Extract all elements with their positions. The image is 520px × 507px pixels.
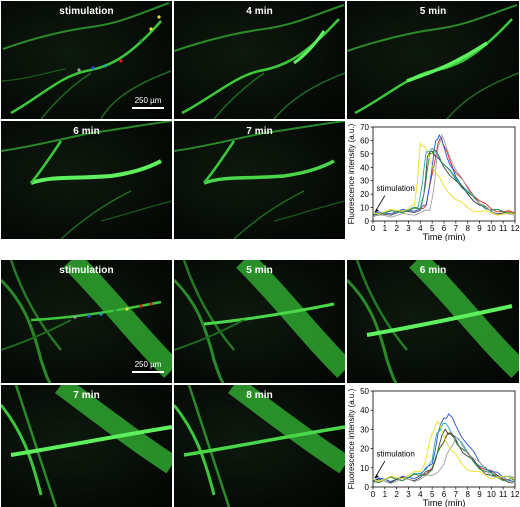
x-tick-label: 5 bbox=[430, 490, 435, 499]
stimulation-arrowhead bbox=[374, 474, 379, 479]
x-tick-label: 6 bbox=[442, 224, 447, 233]
hyphae-image bbox=[174, 260, 345, 383]
x-tick-label: 10 bbox=[487, 490, 496, 499]
x-tick-label: 0 bbox=[371, 224, 376, 233]
y-tick-label: 20 bbox=[360, 190, 369, 199]
intensity-chart-top: 0 1 2 3 4 5 6 7 8 9 10 11 12 0 10 20 30 40 50 60 70 Time (min… bbox=[347, 121, 520, 241]
x-tick-label: 7 bbox=[454, 490, 459, 499]
x-tick-label: 9 bbox=[477, 490, 482, 499]
plot-frame bbox=[372, 126, 516, 222]
panel-label: 4 min bbox=[246, 6, 273, 17]
panel-label: 5 min bbox=[419, 6, 447, 17]
hyphae-image bbox=[174, 385, 345, 507]
y-tick-label: 10 bbox=[360, 204, 369, 213]
y-tick-label: 50 bbox=[360, 150, 369, 159]
y-tick-label: 40 bbox=[360, 406, 369, 415]
micro-panel-bottom-5: 8 min bbox=[174, 385, 345, 507]
micro-panel-top-5: 7 min bbox=[174, 121, 345, 239]
panel-label: 7 min bbox=[246, 126, 273, 137]
x-tick-label: 4 bbox=[418, 490, 423, 499]
x-tick-label: 2 bbox=[394, 490, 399, 499]
scale-bar-label: 250 µm bbox=[134, 360, 162, 369]
y-tick-label: 0 bbox=[365, 483, 370, 492]
x-tick-label: 11 bbox=[499, 224, 508, 233]
y-tick-label: 50 bbox=[360, 387, 369, 396]
hyphae-image bbox=[174, 121, 345, 239]
stimulation-arrowhead bbox=[374, 208, 379, 213]
x-tick-label: 3 bbox=[406, 490, 411, 499]
scale-bar-label: 250 µm bbox=[134, 96, 162, 105]
scale-bar-line bbox=[132, 371, 164, 373]
series-line-4 bbox=[372, 428, 516, 484]
hyphae-image bbox=[347, 4, 519, 119]
micro-panel-top-3: 5 min bbox=[347, 1, 519, 119]
x-tick-label: 5 bbox=[430, 224, 435, 233]
y-tick-label: 70 bbox=[360, 123, 369, 132]
hyphae-image bbox=[1, 385, 172, 507]
series-line-2 bbox=[372, 134, 516, 215]
y-tick-label: 30 bbox=[360, 177, 369, 186]
intensity-chart-bottom: 0 1 2 3 4 5 6 7 8 9 10 11 12 0 10 20 30 40 50 Time (min) Flu… bbox=[347, 385, 520, 507]
micro-panel-top-1: stimulation 250 µm bbox=[1, 1, 172, 119]
series-line-5 bbox=[372, 149, 516, 216]
panel-label: 6 min bbox=[419, 265, 447, 276]
x-tick-label: 4 bbox=[418, 224, 423, 233]
scale-bar-line bbox=[132, 107, 164, 109]
y-tick-label: 30 bbox=[360, 425, 369, 434]
micro-panel-bottom-2: 5 min bbox=[174, 260, 345, 383]
y-axis-label: Fluorescence intensity (a.u.) bbox=[347, 123, 356, 224]
x-tick-label: 12 bbox=[511, 224, 520, 233]
series-line-7 bbox=[372, 141, 516, 216]
y-tick-label: 0 bbox=[365, 217, 370, 226]
x-axis-label: Time (min) bbox=[423, 498, 466, 507]
stimulation-annotation: stimulation bbox=[377, 184, 415, 193]
x-axis-label: Time (min) bbox=[423, 232, 466, 241]
x-tick-label: 11 bbox=[499, 490, 508, 499]
y-tick-label: 10 bbox=[360, 464, 369, 473]
panel-label: 8 min bbox=[246, 390, 273, 401]
stimulation-annotation: stimulation bbox=[377, 449, 415, 458]
x-tick-label: 8 bbox=[465, 224, 470, 233]
panel-label: 6 min bbox=[73, 126, 100, 137]
series-line-7 bbox=[372, 420, 516, 483]
x-tick-label: 1 bbox=[383, 490, 388, 499]
hyphae-image bbox=[1, 121, 172, 239]
scale-bar: 250 µm bbox=[132, 360, 164, 373]
y-tick-label: 60 bbox=[360, 136, 369, 145]
x-tick-label: 3 bbox=[406, 224, 411, 233]
x-tick-label: 8 bbox=[465, 490, 470, 499]
x-tick-label: 6 bbox=[442, 490, 447, 499]
scale-bar: 250 µm bbox=[132, 96, 164, 109]
micro-panel-bottom-3: 6 min bbox=[347, 260, 519, 383]
micro-panel-top-4: 6 min bbox=[1, 121, 172, 239]
hyphae-image bbox=[347, 260, 519, 383]
hyphae-image bbox=[1, 2, 172, 119]
series-line-3 bbox=[372, 147, 516, 216]
x-tick-label: 10 bbox=[487, 224, 496, 233]
x-tick-label: 12 bbox=[511, 490, 520, 499]
hyphae-image bbox=[174, 4, 345, 119]
series-line-6 bbox=[372, 133, 516, 218]
x-tick-label: 1 bbox=[383, 224, 388, 233]
y-axis-label: Fluorescence intensity (a.u.) bbox=[347, 388, 356, 489]
series-line-2 bbox=[372, 413, 516, 483]
x-tick-label: 9 bbox=[477, 224, 482, 233]
panel-label: 7 min bbox=[73, 390, 100, 401]
micro-panel-bottom-4: 7 min bbox=[1, 385, 172, 507]
panel-label: stimulation bbox=[59, 265, 114, 276]
micro-panel-bottom-1: stimulation 250 µm bbox=[1, 260, 172, 383]
y-tick-label: 40 bbox=[360, 163, 369, 172]
panel-label: 5 min bbox=[246, 265, 273, 276]
x-tick-label: 7 bbox=[454, 224, 459, 233]
x-tick-label: 2 bbox=[394, 224, 399, 233]
micro-panel-top-2: 4 min bbox=[174, 1, 345, 119]
series-line-1 bbox=[372, 136, 516, 216]
x-tick-label: 0 bbox=[371, 490, 376, 499]
series-line-5 bbox=[372, 433, 516, 484]
hyphae-image bbox=[1, 260, 172, 383]
y-tick-label: 20 bbox=[360, 445, 369, 454]
panel-label: stimulation bbox=[59, 6, 114, 17]
